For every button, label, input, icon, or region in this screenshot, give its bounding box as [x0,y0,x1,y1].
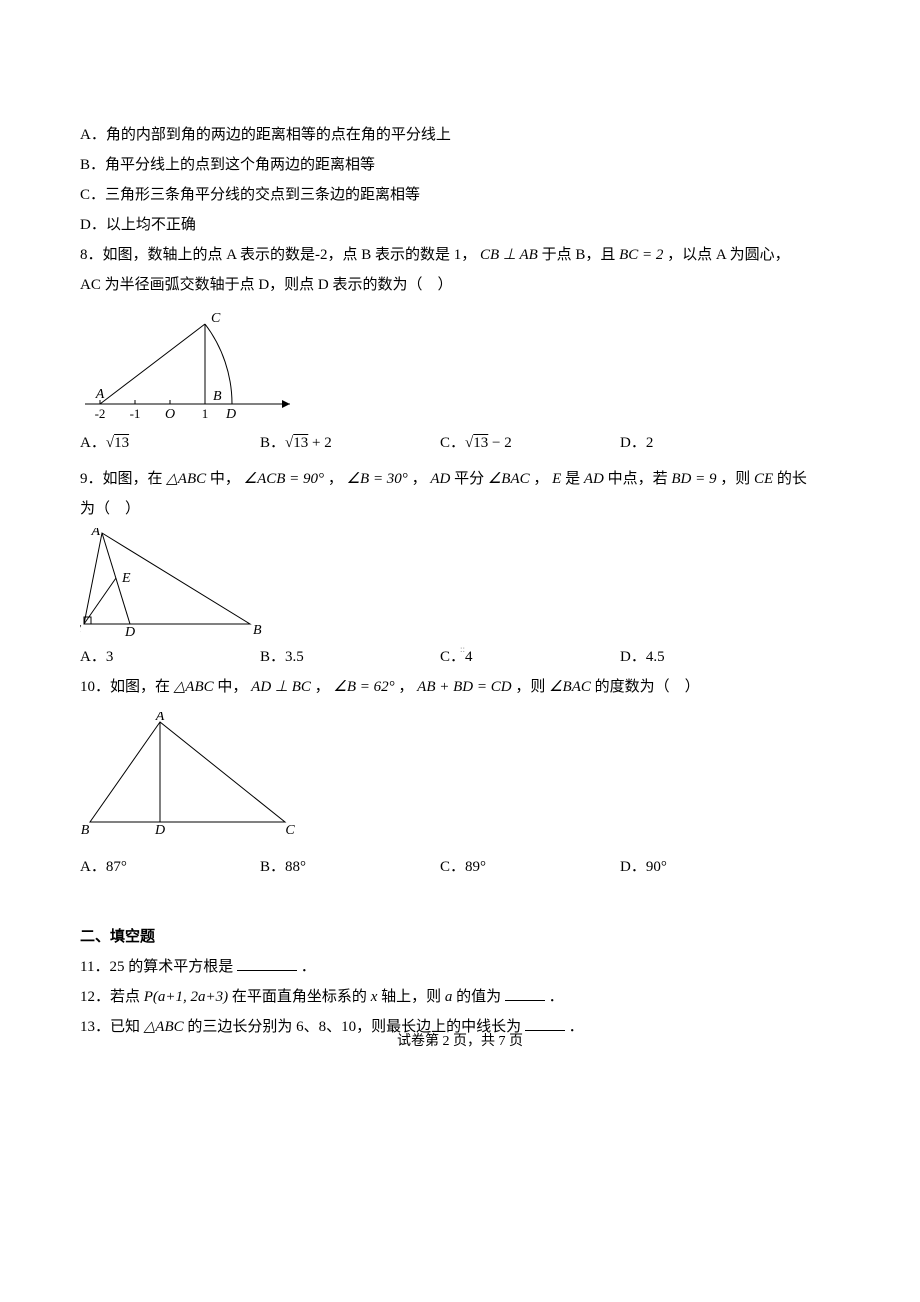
q9-ad2: AD [584,471,604,487]
q10-b62: ∠B = 62° [333,679,394,695]
q12-prefix: 12．若点 [80,989,140,1005]
q9-ce: CE [754,471,773,487]
q9-prefix: 9．如图，在 [80,471,163,487]
q10-abbdcd: AB + BD = CD [417,679,511,695]
svg-text:A: A [90,528,100,539]
q12-blank [505,985,545,1001]
q11: 11．25 的算术平方根是 ． [80,952,840,982]
q10-optD: D．90° [620,852,800,882]
q10-svg: A B C D [80,712,300,842]
q12-mid: 在平面直角坐标系的 [232,989,367,1005]
q8-mid2: ，以点 A 为圆心， [667,247,790,263]
q9-svg: A B C D E [80,528,270,638]
q8-stem-line2: AC 为半径画弧交数轴于点 D，则点 D 表示的数为（ ） [80,270,840,300]
q12-end: 的值为 [456,989,501,1005]
q10-prefix: 10．如图，在 [80,679,170,695]
q9-bac: ∠BAC [488,471,530,487]
svg-text:B: B [213,389,222,404]
q10-optB: B．88° [260,852,440,882]
q10-abc: △ABC [174,679,214,695]
svg-text:A: A [95,387,105,402]
q11-blank [237,955,297,971]
section-2-title: 二、填空题 [80,922,840,952]
q9-diagram: A B C D E [80,528,840,638]
q9-ad: AD [430,471,450,487]
svg-text:D: D [154,823,165,838]
exam-page: A．角的内部到角的两边的距离相等的点在角的平分线上 B．角平分线上的点到这个角两… [0,0,920,1102]
q9-bd9: BD = 9 [671,471,716,487]
q9-acb90: ∠ACB = 90° [244,471,324,487]
q7-option-a: A．角的内部到角的两边的距离相等的点在角的平分线上 [80,120,840,150]
svg-text:1: 1 [202,406,209,421]
svg-text:D: D [124,625,135,638]
q10-adbc: AD ⊥ BC [251,679,311,695]
page-marker: :: [460,640,465,658]
svg-text:O: O [165,407,175,422]
q10-optA: A．87° [80,852,260,882]
svg-text:A: A [155,712,165,724]
q7-option-d: D．以上均不正确 [80,210,840,240]
q10-stem: 10．如图，在 △ABC 中， AD ⊥ BC ， ∠B = 62° ， AB … [80,672,840,702]
q9-optD: D．4.5 [620,642,800,672]
q12-x: x [371,989,381,1005]
svg-text:-1: -1 [130,406,141,421]
q9-optC: C．4 [440,642,620,672]
q9-abc: △ABC [166,471,206,487]
q12-a: a [445,989,456,1005]
q8-diagram: A -2 -1 O 1BD C [80,304,840,424]
q11-text: 11．25 的算术平方根是 [80,959,237,975]
q10-diagram: A B C D [80,712,840,842]
q9-e: E [552,471,561,487]
q8-optD: D．2 [620,435,653,451]
q8-mid1: 于点 B，且 [542,247,616,263]
q8-svg: A -2 -1 O 1BD C [80,304,300,424]
q8-stem-line1: 8．如图，数轴上的点 A 表示的数是-2，点 B 表示的数是 1， CB ⊥ A… [80,240,840,270]
q9-mid1: 中， [210,471,240,487]
q10-optC: C．89° [440,852,620,882]
svg-text:-2: -2 [95,406,106,421]
q9-optA: A．3 [80,642,260,672]
q8-options: A．√13 B．√13 + 2 C．√13 − 2 D．2 [80,428,840,458]
q8-optC: C．√13 − 2 [440,435,512,451]
svg-text:B: B [253,623,262,638]
q8-optB: B．√13 + 2 [260,435,332,451]
q8-bc2: BC = 2 [619,247,663,263]
svg-text:D: D [225,407,236,422]
svg-text:C: C [80,623,82,638]
q9-stem-line1: 9．如图，在 △ABC 中， ∠ACB = 90° ， ∠B = 30° ， A… [80,464,840,494]
svg-text:C: C [211,311,221,326]
q7-option-b: B．角平分线上的点到这个角两边的距离相等 [80,150,840,180]
q12-point: P(a+1, 2a+3) [144,989,228,1005]
q10-options: A．87° B．88° C．89° D．90° [80,852,840,882]
page-footer: 试卷第 2 页，共 7 页 [0,1028,920,1056]
q8-cb-ab: CB ⊥ AB [480,247,538,263]
svg-text:E: E [121,571,131,586]
q12: 12．若点 P(a+1, 2a+3) 在平面直角坐标系的 x 轴上，则 a 的值… [80,982,840,1012]
q8-stem-prefix: 8．如图，数轴上的点 A 表示的数是-2，点 B 表示的数是 1， [80,247,476,263]
q9-stem-line2: 为（ ） [80,494,840,524]
q12-suffix: 轴上，则 [381,989,441,1005]
svg-text:B: B [81,823,90,838]
q10-bac: ∠BAC [549,679,591,695]
q7-option-c: C．三角形三条角平分线的交点到三条边的距离相等 [80,180,840,210]
q9-b30: ∠B = 30° [347,471,408,487]
q12-period: ． [549,989,564,1005]
q11-end: ． [301,959,316,975]
svg-text:C: C [285,823,295,838]
q8-optA: A．√13 [80,435,129,451]
q9-optB: B．3.5 [260,642,440,672]
